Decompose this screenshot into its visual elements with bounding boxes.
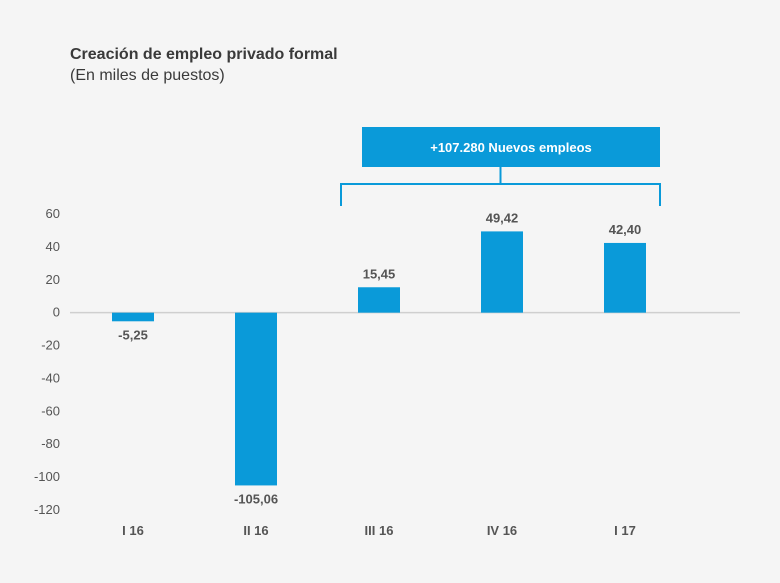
y-axis-ticks: 60 40 20 0 -20 -40 -60 -80 -100 -120 bbox=[34, 206, 60, 517]
bar bbox=[604, 242, 646, 313]
bar bbox=[112, 312, 154, 322]
data-label: -105,06 bbox=[234, 491, 278, 506]
category-label: I 16 bbox=[122, 523, 144, 538]
bar bbox=[358, 287, 400, 313]
y-tick-label: 20 bbox=[46, 272, 60, 287]
chart-title: Creación de empleo privado formal bbox=[70, 46, 338, 63]
category-label: I 17 bbox=[614, 523, 636, 538]
y-tick-label: -40 bbox=[41, 370, 60, 385]
bar bbox=[235, 312, 277, 486]
category-label: IV 16 bbox=[487, 523, 517, 538]
y-tick-label: -120 bbox=[34, 502, 60, 517]
y-tick-label: -60 bbox=[41, 403, 60, 418]
y-tick-label: 0 bbox=[53, 305, 60, 320]
y-tick-label: 60 bbox=[46, 206, 60, 221]
data-label: 42,40 bbox=[609, 222, 642, 237]
y-tick-label: -80 bbox=[41, 436, 60, 451]
y-tick-label: -100 bbox=[34, 469, 60, 484]
data-label: 15,45 bbox=[363, 266, 396, 281]
data-label: 49,42 bbox=[486, 210, 519, 225]
y-tick-label: -20 bbox=[41, 338, 60, 353]
annotation-box: +107.280 Nuevos empleos bbox=[362, 127, 660, 167]
chart-subtitle: (En miles de puestos) bbox=[70, 67, 225, 84]
bar bbox=[481, 231, 523, 313]
category-labels: I 16 II 16 III 16 IV 16 I 17 bbox=[122, 523, 636, 538]
annotation-bracket bbox=[340, 167, 661, 206]
data-label: -5,25 bbox=[118, 327, 148, 342]
category-label: II 16 bbox=[243, 523, 268, 538]
y-tick-label: 40 bbox=[46, 239, 60, 254]
category-label: III 16 bbox=[365, 523, 394, 538]
data-labels: -5,25 -105,06 15,45 49,42 42,40 bbox=[118, 210, 641, 506]
bars bbox=[112, 231, 646, 486]
